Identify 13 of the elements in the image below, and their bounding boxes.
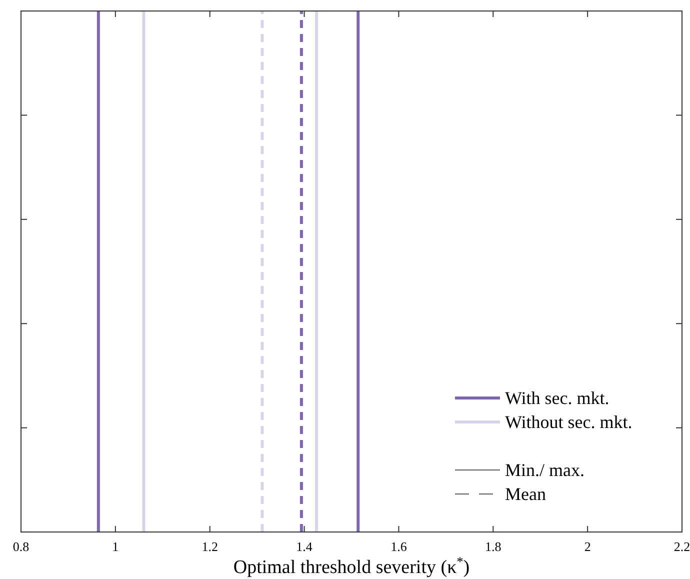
x-tick-label: 2.2	[674, 539, 690, 554]
annotation: Mean	[505, 484, 546, 504]
x-tick-label: 1.6	[390, 539, 408, 554]
legend-label: With sec. mkt.	[505, 388, 610, 408]
x-tick-label: 0.8	[12, 539, 30, 554]
x-tick-label: 2	[584, 539, 591, 554]
x-tick-label: 1	[112, 539, 119, 554]
annotation: Min./ max.	[505, 460, 584, 480]
legend-label: Without sec. mkt.	[505, 412, 632, 432]
x-tick-label: 1.8	[485, 539, 502, 554]
x-tick-label: 1.2	[202, 539, 218, 554]
x-tick-label: 1.4	[296, 539, 313, 554]
x-axis-title: Optimal threshold severity (κ$^{*}$)	[233, 554, 470, 578]
